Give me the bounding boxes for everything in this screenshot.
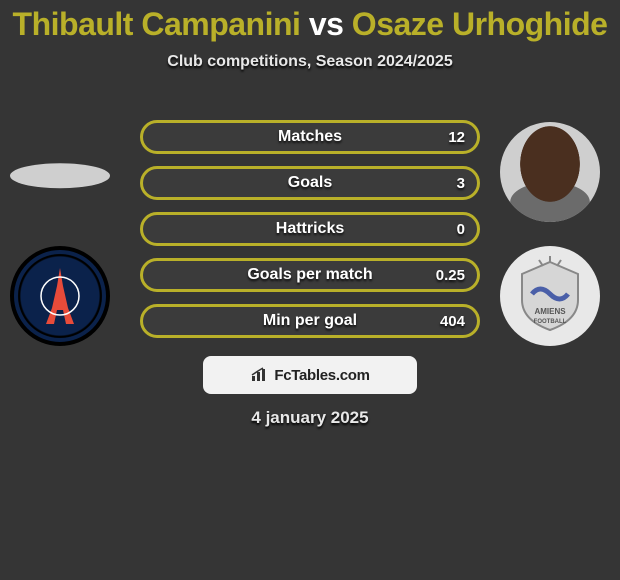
comparison-title: Thibault Campanini vs Osaze Urhoghide [0, 0, 620, 43]
stat-row: Min per goal 404 [140, 304, 480, 338]
stat-value-right: 404 [440, 313, 465, 330]
svg-text:FOOTBALL: FOOTBALL [534, 319, 567, 325]
title-vs: vs [309, 6, 344, 42]
stat-row: Matches 12 [140, 120, 480, 154]
player1-club-logo [10, 246, 110, 346]
stat-value-right: 0.25 [436, 267, 465, 284]
branding-badge: FcTables.com [203, 356, 417, 394]
stat-label: Min per goal [263, 312, 357, 330]
right-column: AMIENS FOOTBALL [500, 122, 600, 346]
stat-row: Goals 3 [140, 166, 480, 200]
stat-label: Goals [288, 174, 332, 192]
subtitle: Club competitions, Season 2024/2025 [0, 53, 620, 71]
player1-photo [10, 163, 110, 188]
face-icon [500, 122, 600, 222]
player2-photo [500, 122, 600, 222]
stat-label: Hattricks [276, 220, 344, 238]
title-player2: Osaze Urhoghide [352, 6, 608, 42]
left-column [10, 122, 110, 346]
stat-row: Goals per match 0.25 [140, 258, 480, 292]
stat-rows: Matches 12 Goals 3 Hattricks 0 Goals per match… [140, 120, 480, 338]
player2-club-logo: AMIENS FOOTBALL [500, 246, 600, 346]
stat-label: Matches [278, 128, 342, 146]
stat-value-right: 0 [457, 221, 465, 238]
stat-value-right: 3 [457, 175, 465, 192]
branding-text: FcTables.com [274, 367, 369, 384]
stat-row: Hattricks 0 [140, 212, 480, 246]
amiens-crest-icon: AMIENS FOOTBALL [510, 256, 590, 336]
comparison-date: 4 january 2025 [251, 408, 368, 428]
title-player1: Thibault Campanini [13, 6, 301, 42]
eiffel-tower-icon [40, 266, 80, 326]
svg-text:AMIENS: AMIENS [534, 307, 566, 316]
stat-label: Goals per match [247, 266, 372, 284]
stat-value-right: 12 [448, 129, 465, 146]
bar-chart-icon [250, 367, 270, 383]
